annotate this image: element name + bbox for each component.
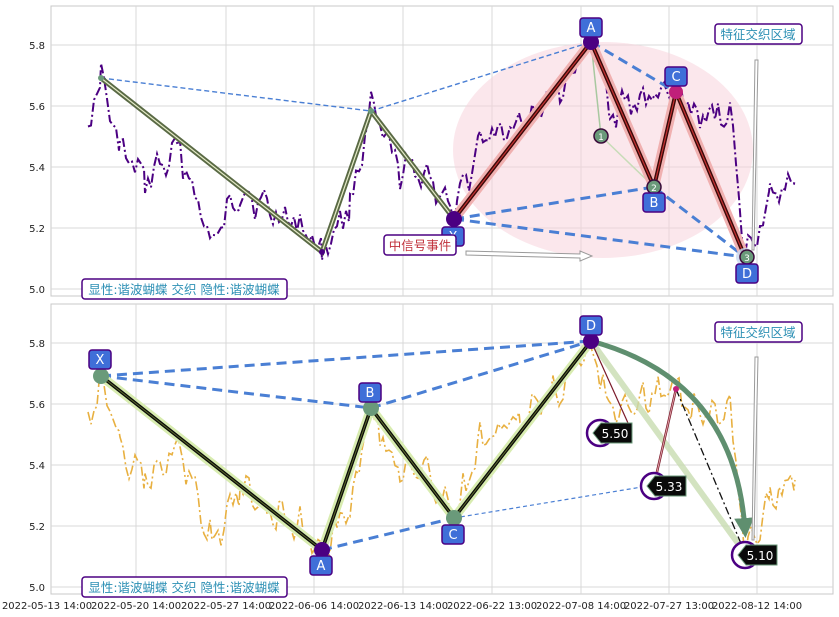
legend-text: 显性:谐波蝴蝶 交织 隐性:谐波蝴蝶 — [88, 580, 280, 595]
callout-arrow — [751, 356, 759, 541]
dashed-connector — [453, 484, 655, 519]
dashed-connector — [100, 77, 372, 112]
legend-box — [81, 278, 288, 300]
dashed-connector — [100, 339, 592, 378]
pivot-dot — [673, 386, 679, 392]
point-box-A — [579, 17, 603, 38]
feature-zone-label: 特征交织区域 — [720, 325, 795, 340]
feature-zone-box — [714, 23, 803, 45]
value-label-510: 5.10 — [747, 549, 774, 563]
value-tag-510 — [737, 544, 778, 566]
signal-arrow — [465, 250, 594, 262]
bottom-panel-frame — [50, 303, 834, 595]
dashed-connector — [370, 41, 592, 112]
dashed-connector — [590, 40, 677, 94]
signal-event-box — [383, 234, 457, 256]
projection-dashdot — [675, 388, 746, 554]
pivot-dot — [319, 249, 325, 255]
bottom-y-tick-label: 5.0 — [29, 583, 45, 594]
x-tick-label: 2022-07-27 13:00 — [624, 601, 714, 612]
feature-zone-box — [714, 321, 803, 343]
pivot-dot — [368, 108, 374, 114]
x-tick-label: 2022-07-08 14:00 — [536, 601, 626, 612]
bottom-value-labels: 5.50 5.33 5.10 — [585, 418, 778, 570]
top-numbered-markers: 1 2 3 — [593, 128, 755, 265]
signal-event-label: 中信号事件 — [389, 238, 452, 253]
point-label-C: C — [671, 70, 680, 85]
point-box-D — [735, 263, 759, 284]
value-tag-550 — [592, 422, 633, 444]
x-tick-label: 2022-08-12 14:00 — [712, 601, 802, 612]
dashed-connector — [370, 339, 592, 410]
top-y-tick-label: 5.0 — [29, 285, 45, 296]
top-dashed-lines — [100, 40, 746, 259]
feature-zone-label: 特征交织区域 — [720, 27, 795, 42]
point-box-B — [358, 382, 382, 403]
pivot-dot — [314, 542, 330, 558]
dashed-connector — [653, 185, 746, 259]
point-box-D — [579, 315, 603, 336]
pivot-dot — [446, 510, 462, 526]
value-label-550: 5.50 — [602, 427, 629, 441]
marker-3-label: 3 — [744, 254, 750, 264]
point-label-A: A — [317, 559, 326, 574]
pivot-dot — [98, 75, 104, 81]
dashed-connector — [100, 374, 372, 410]
pivot-dot — [669, 85, 683, 99]
bottom-y-tick-label: 5.8 — [29, 339, 45, 350]
legend-box — [81, 576, 288, 598]
top-annotations: 特征交织区域 中信号事件 显性:谐波蝴蝶 交织 隐性:谐波蝴蝶 — [81, 23, 803, 300]
point-box-A — [309, 555, 333, 576]
pivot-dot — [93, 368, 109, 384]
value-label-533: 5.33 — [656, 480, 683, 494]
x-tick-label: 2022-06-13 14:00 — [358, 601, 448, 612]
projection-leg-thin — [590, 340, 629, 424]
point-label-B: B — [650, 196, 659, 211]
marker-2-label: 2 — [651, 184, 657, 194]
point-label-X: X — [96, 353, 105, 368]
point-label-A: A — [587, 21, 596, 36]
x-tick-label: 2022-06-22 13:00 — [447, 601, 537, 612]
point-label-D: D — [586, 319, 596, 334]
bottom-point-labels: X A B C D — [88, 315, 603, 576]
point-box-C — [441, 524, 465, 545]
bottom-annotations: 特征交织区域 显性:谐波蝴蝶 交织 隐性:谐波蝴蝶 — [81, 321, 803, 598]
curved-arrow — [590, 338, 755, 538]
dashed-connector — [453, 217, 746, 259]
point-label-B: B — [366, 386, 375, 401]
value-tag-533 — [646, 475, 687, 497]
zigzag-olive-inner — [100, 77, 455, 253]
projection-leg — [588, 339, 748, 555]
x-tick-label: 2022-05-27 14:00 — [181, 601, 271, 612]
point-label-C: C — [448, 528, 457, 543]
pivot-dot — [583, 333, 599, 349]
legend-text: 显性:谐波蝴蝶 交织 隐性:谐波蝴蝶 — [88, 282, 280, 297]
x-tick-label: 2022-05-20 14:00 — [91, 601, 181, 612]
dashed-connector — [453, 185, 655, 221]
bottom-y-tick-label: 5.4 — [29, 461, 45, 472]
top-y-tick-label: 5.2 — [29, 224, 45, 235]
dashed-connector — [321, 516, 455, 552]
pivot-dot — [446, 211, 462, 227]
point-box-X — [88, 349, 112, 370]
point-box-C — [664, 66, 688, 87]
bottom-y-tick-label: 5.2 — [29, 522, 45, 533]
bottom-dashed-lines — [100, 339, 655, 552]
top-y-tick-label: 5.8 — [29, 41, 45, 52]
x-tick-label: 2022-06-06 14:00 — [269, 601, 359, 612]
pivot-dot — [363, 400, 379, 416]
marker-1-label: 1 — [598, 133, 604, 143]
point-box-B — [642, 192, 666, 213]
top-y-tick-label: 5.6 — [29, 102, 45, 113]
point-label-D: D — [742, 267, 752, 282]
x-tick-label: 2022-05-13 14:00 — [2, 601, 92, 612]
projection-leg-thin — [653, 388, 677, 486]
top-y-tick-label: 5.4 — [29, 163, 45, 174]
pivot-dot — [583, 34, 599, 50]
top-hidden-zigzag — [99, 41, 655, 257]
callout-arrow — [751, 59, 759, 251]
marker-1-circle — [593, 128, 609, 144]
bottom-y-tick-label: 5.6 — [29, 400, 45, 411]
